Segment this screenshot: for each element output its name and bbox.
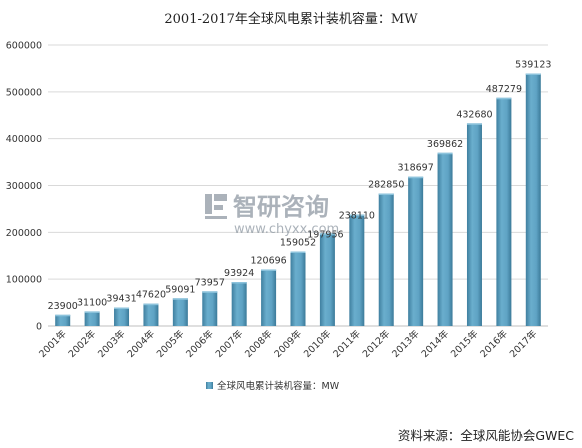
y-axis: 0 100000 200000 300000 400000 500000 600000: [6, 41, 42, 333]
x-tick-label: 2012年: [360, 327, 393, 360]
data-label: 159052: [280, 238, 316, 249]
bar-top: [525, 73, 541, 76]
data-label: 369862: [427, 139, 463, 150]
x-tick-label: 2007年: [213, 327, 246, 360]
bar: [378, 193, 394, 326]
bar-top: [378, 193, 394, 196]
bar-top: [55, 314, 71, 317]
x-tick-label: 2005年: [154, 327, 187, 360]
x-tick-label: 2015年: [448, 327, 481, 360]
y-tick-label: 100000: [6, 275, 42, 286]
bar: [525, 73, 541, 326]
bar: [261, 269, 277, 326]
bar: [290, 251, 306, 326]
x-tick-label: 2017年: [507, 327, 540, 360]
data-label: 23900: [48, 301, 78, 312]
bar: [172, 298, 188, 326]
data-label: 31100: [77, 297, 107, 308]
bar-top: [319, 233, 335, 235]
chart-title: 2001-2017年全球风电累计装机容量：MW: [164, 11, 418, 27]
data-label: 487279: [486, 84, 522, 95]
bar-top: [496, 97, 512, 100]
bar: [143, 303, 159, 326]
x-tick-label: 2003年: [95, 327, 128, 360]
bar-top: [143, 303, 159, 306]
x-tick-label: 2016年: [478, 327, 511, 360]
x-tick-label: 2008年: [242, 327, 275, 360]
chyxx-logo-icon: [205, 194, 227, 219]
bar: [466, 123, 482, 326]
x-tick-label: 2006年: [184, 327, 217, 360]
bar: [349, 214, 365, 326]
y-tick-label: 200000: [6, 228, 42, 239]
bar: [496, 97, 512, 326]
data-label: 93924: [224, 268, 254, 279]
bar-top: [261, 269, 277, 271]
data-label: 197956: [307, 229, 343, 240]
bar: [231, 282, 247, 326]
data-label: 39431: [106, 294, 136, 305]
x-tick-label: 2009年: [272, 327, 305, 360]
bar-top: [408, 176, 424, 179]
bar-top: [290, 251, 306, 254]
data-label: 539123: [515, 60, 551, 71]
y-tick-label: 600000: [6, 41, 42, 52]
bar-top: [466, 123, 482, 125]
data-label: 238110: [339, 210, 375, 221]
bar-top: [202, 291, 218, 293]
bar-top: [84, 311, 100, 313]
x-tick-label: 2013年: [389, 327, 422, 360]
data-label: 432680: [456, 109, 492, 120]
bar: [84, 311, 100, 326]
x-tick-label: 2014年: [419, 327, 452, 360]
x-tick-label: 2010年: [301, 327, 334, 360]
bar-top: [437, 152, 453, 155]
bar: [202, 291, 218, 326]
gridlines: [48, 44, 548, 327]
bar: [55, 314, 71, 326]
y-tick-label: 400000: [6, 134, 42, 145]
legend: 全球风电累计装机容量：MW: [206, 380, 340, 392]
bars: [55, 73, 541, 326]
data-label: 120696: [250, 255, 286, 266]
bar-top: [172, 298, 188, 300]
data-label: 73957: [195, 277, 225, 288]
bar: [114, 307, 130, 326]
x-tick-label: 2002年: [66, 327, 99, 360]
legend-label: 全球风电累计装机容量：MW: [217, 380, 340, 392]
watermark-name: 智研咨询: [233, 193, 329, 221]
watermark-url: www.chyxx.com: [234, 222, 339, 237]
data-label: 318697: [398, 163, 434, 174]
bar: [437, 152, 453, 326]
x-axis: 2001年2002年2003年2004年2005年2006年2007年2008年…: [37, 327, 540, 360]
bar: [408, 176, 424, 326]
watermark: 智研咨询 www.chyxx.com: [205, 193, 339, 237]
source-note: 资料来源：全球风能协会GWEC: [398, 428, 574, 443]
data-label: 47620: [136, 290, 166, 301]
data-label: 282850: [368, 180, 404, 191]
bar-top: [231, 282, 247, 284]
y-tick-label: 300000: [6, 181, 42, 192]
bar-top: [114, 307, 130, 310]
legend-swatch: [206, 382, 213, 389]
bar: [319, 233, 335, 326]
y-tick-label: 0: [36, 322, 42, 333]
y-tick-label: 500000: [6, 87, 42, 98]
x-tick-label: 2004年: [125, 327, 158, 360]
x-tick-label: 2011年: [331, 327, 364, 360]
bar-top: [349, 214, 365, 216]
data-label: 59091: [165, 284, 195, 295]
